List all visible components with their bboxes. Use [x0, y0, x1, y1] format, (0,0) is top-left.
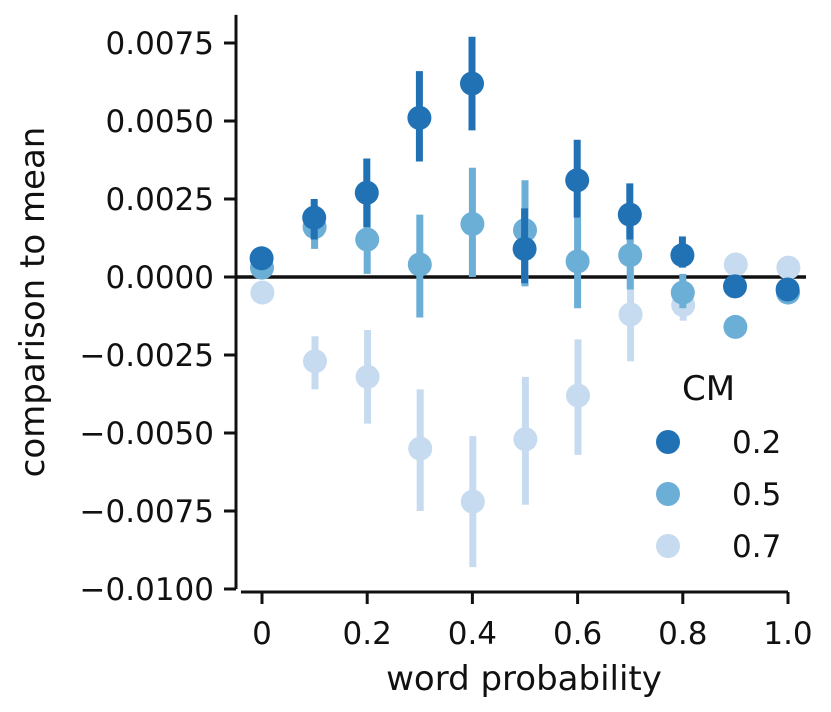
data-point — [618, 243, 643, 268]
data-point — [303, 349, 327, 374]
data-point — [723, 314, 748, 339]
legend-marker — [656, 430, 680, 454]
data-point — [565, 168, 590, 193]
data-point — [355, 364, 380, 389]
legend-marker — [656, 534, 680, 558]
y-tick-label: 0.0050 — [106, 104, 214, 140]
y-axis-label: comparison to mean — [13, 127, 53, 478]
data-point — [249, 246, 274, 271]
x-tick-label: 0.8 — [658, 616, 707, 652]
data-point — [407, 252, 432, 277]
data-point — [512, 236, 537, 261]
data-point — [617, 202, 642, 227]
y-tick-label: 0.0075 — [106, 26, 214, 62]
y-axis: 0.0075 0.0050 0.0025 0.0000 −0.0025 −0.0050 −0… — [80, 14, 238, 608]
x-axis: 0 0.2 0.4 0.6 0.8 1.0 — [240, 590, 813, 652]
y-tick-label: −0.0075 — [80, 494, 214, 530]
data-point — [513, 427, 538, 452]
legend-label: 0.2 — [732, 425, 781, 461]
data-point — [354, 180, 379, 205]
series-0.2 — [249, 36, 800, 302]
legend-marker — [656, 482, 680, 506]
plot-area — [236, 36, 806, 568]
legend-label: 0.7 — [732, 529, 781, 565]
data-point — [723, 252, 748, 277]
y-tick-label: −0.0050 — [80, 416, 214, 452]
data-point — [355, 227, 380, 252]
data-point — [618, 302, 643, 327]
y-tick-label: 0.0025 — [106, 182, 214, 218]
data-point — [460, 489, 485, 514]
data-point — [670, 280, 695, 305]
data-point — [566, 383, 590, 408]
data-point — [723, 274, 747, 299]
legend: CM 0.2 0.5 0.7 — [656, 369, 781, 565]
y-tick-label: −0.0025 — [80, 338, 214, 374]
x-tick-label: 0.2 — [343, 616, 392, 652]
data-point — [776, 255, 801, 280]
data-point — [408, 436, 433, 461]
x-tick-label: 0.6 — [553, 616, 602, 652]
data-point — [460, 211, 485, 236]
data-point — [775, 277, 800, 302]
data-point — [250, 280, 275, 305]
y-tick-label: 0.0000 — [106, 260, 214, 296]
data-point — [302, 205, 327, 230]
legend-label: 0.5 — [732, 477, 781, 513]
data-point — [670, 243, 695, 268]
x-tick-label: 1.0 — [763, 616, 812, 652]
x-tick-label: 0.4 — [448, 616, 497, 652]
data-point — [460, 71, 484, 96]
data-point — [407, 105, 432, 130]
series-0.7 — [250, 252, 801, 568]
legend-title: CM — [682, 369, 735, 409]
y-tick-label: −0.0100 — [80, 572, 214, 608]
x-tick-label: 0 — [252, 616, 272, 652]
data-point — [565, 249, 590, 274]
x-axis-label: word probability — [386, 659, 662, 699]
